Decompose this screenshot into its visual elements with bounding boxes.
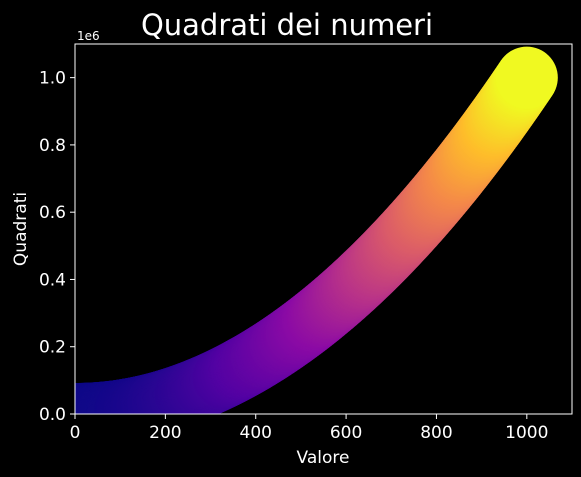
x-axis-label: Valore [297, 448, 350, 468]
plot-frame [74, 43, 573, 415]
y-tick-label: 0.0 [39, 405, 66, 425]
x-axis-ticks: 0 200 400 600 800 1000 [70, 414, 548, 443]
data-point [495, 46, 558, 109]
y-tick-label: 0.4 [39, 270, 66, 290]
x-tick-label: 400 [240, 423, 272, 443]
y-tick-label: 0.8 [39, 136, 66, 156]
scatter-points [75, 46, 558, 414]
y-tick-label: 1.0 [39, 69, 66, 89]
x-tick-label: 800 [420, 423, 452, 443]
x-tick-label: 200 [149, 423, 181, 443]
y-axis-label: Quadrati [11, 192, 31, 266]
y-tick-label: 0.6 [39, 203, 66, 223]
y-offset-label: 1e6 [77, 29, 100, 43]
x-tick-label: 1000 [505, 423, 548, 443]
y-tick-label: 0.2 [39, 338, 66, 358]
y-axis-ticks: 0.0 0.2 0.4 0.6 0.8 1.0 [39, 69, 75, 425]
x-tick-label: 600 [330, 423, 362, 443]
x-tick-label: 0 [70, 423, 81, 443]
chart-title: Quadrati dei numeri [141, 8, 433, 42]
